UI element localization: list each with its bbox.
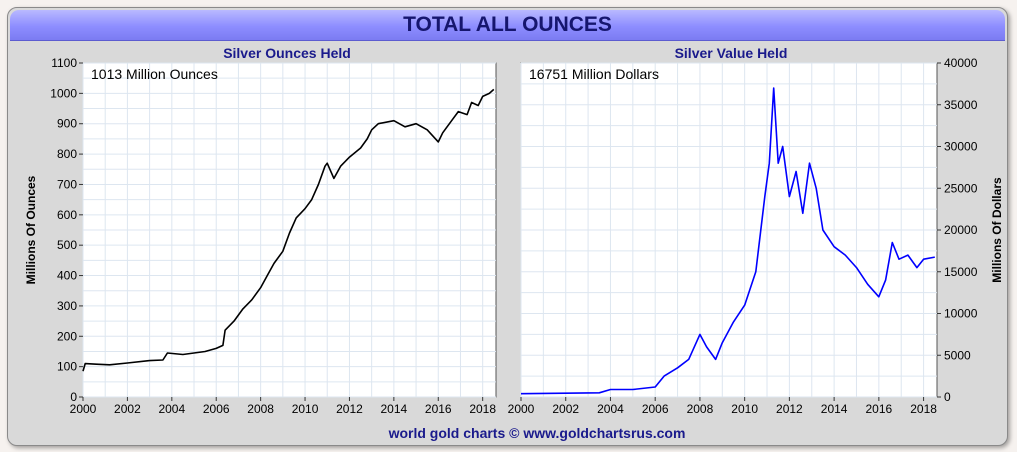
y-tick-label: 0: [70, 390, 77, 404]
series-line: [520, 87, 935, 395]
x-tick-label: 2006: [203, 402, 230, 416]
x-tick-label: 2008: [687, 402, 714, 416]
y-tick-label: 1000: [50, 86, 77, 100]
y-tick-label: 40000: [944, 56, 978, 70]
y-tick-label: 100: [57, 360, 77, 374]
title-bar: [10, 10, 1005, 41]
x-tick-label: 2012: [336, 402, 363, 416]
main-title: TOTAL ALL OUNCES: [403, 13, 612, 36]
x-tick-label: 2018: [910, 402, 937, 416]
y-tick-label: 600: [57, 208, 77, 222]
value-annotation: 16751 Million Dollars: [529, 66, 659, 82]
y-axis-label: Millions Of Ounces: [24, 175, 38, 284]
y-tick-label: 300: [57, 299, 77, 313]
x-tick-label: 2016: [865, 402, 892, 416]
left-chart: 2000 2002 2004 2006 2008 2010 2012 2014 2016 2018…: [24, 56, 497, 416]
y-tick-label: 35000: [944, 98, 978, 112]
x-tick-label: 2010: [292, 402, 319, 416]
x-tick-label: 2000: [508, 402, 535, 416]
x-tick-label: 2012: [776, 402, 803, 416]
x-tick-label: 2014: [821, 402, 848, 416]
y-tick-label: 400: [57, 269, 77, 283]
x-tick-label: 2002: [114, 402, 141, 416]
right-chart-title: Silver Value Held: [675, 45, 788, 61]
y-tick-label: 500: [57, 238, 77, 252]
y-axis-label: Millions Of Dollars: [990, 177, 1004, 283]
y-tick-label: 700: [57, 177, 77, 191]
x-tick-label: 2000: [70, 402, 97, 416]
x-tick-label: 2008: [247, 402, 274, 416]
x-tick-label: 2006: [642, 402, 669, 416]
x-tick-label: 2018: [469, 402, 496, 416]
x-tick-label: 2004: [597, 402, 624, 416]
y-tick-label: 15000: [944, 265, 978, 279]
y-tick-label: 200: [57, 329, 77, 343]
y-tick-label: 20000: [944, 223, 978, 237]
y-tick-label: 0: [944, 390, 951, 404]
y-tick-label: 1100: [51, 56, 77, 70]
x-tick-label: 2014: [381, 402, 408, 416]
x-tick-label: 2002: [552, 402, 579, 416]
right-chart: 2000 2002 2004 2006 2008 2010 2012 2014 2016 2018…: [508, 56, 1004, 416]
footer-credit: world gold charts © www.goldchartsrus.co…: [388, 425, 686, 441]
value-annotation: 1013 Million Ounces: [91, 66, 218, 82]
x-tick-label: 2010: [731, 402, 758, 416]
x-tick-label: 2016: [425, 402, 452, 416]
y-tick-label: 30000: [944, 140, 978, 154]
series-line: [82, 88, 495, 372]
y-tick-label: 25000: [944, 181, 978, 195]
y-tick-label: 800: [57, 147, 77, 161]
left-chart-title: Silver Ounces Held: [223, 45, 351, 61]
y-tick-label: 5000: [944, 348, 971, 362]
y-tick-label: 10000: [944, 307, 978, 321]
x-tick-label: 2004: [158, 402, 185, 416]
y-tick-label: 900: [57, 117, 77, 131]
